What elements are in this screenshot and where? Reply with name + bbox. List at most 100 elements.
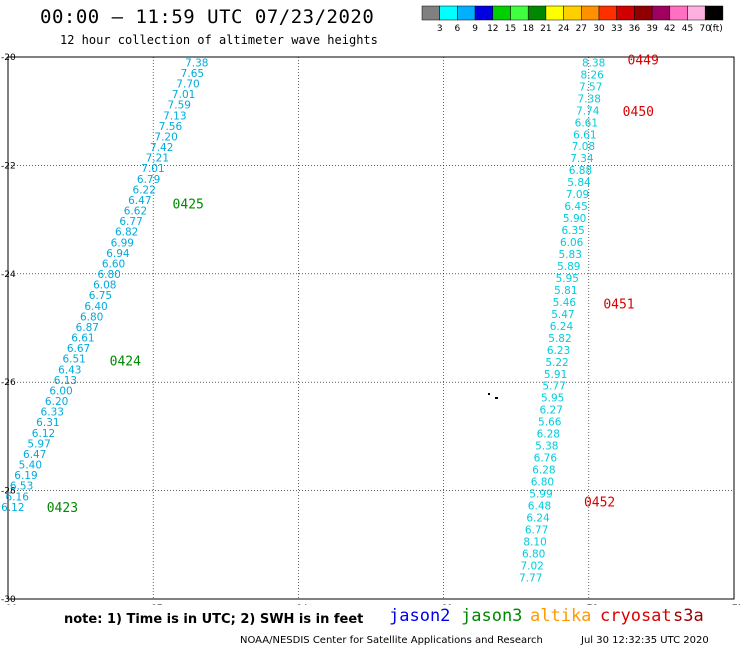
wave-height-value: 5.47 [551, 309, 574, 321]
wave-height-value: 8.38 [582, 57, 605, 69]
wave-height-value: 6.12 [1, 502, 24, 514]
wave-height-value: 6.23 [547, 345, 570, 357]
wave-height-value: 7.02 [520, 560, 543, 572]
longitude-tick-label: -90 [3, 604, 18, 605]
wave-height-value: 7.56 [159, 121, 183, 133]
wave-height-value: 6.75 [89, 290, 112, 302]
wave-height-value: 5.38 [535, 441, 558, 453]
wave-height-value: 6.20 [45, 396, 68, 408]
wave-height-value: 5.91 [544, 369, 567, 381]
wave-height-value: 7.21 [146, 153, 169, 165]
wave-height-value: 5.84 [567, 177, 591, 189]
wave-height-value: 6.31 [36, 417, 59, 429]
wave-height-value: 6.22 [133, 184, 156, 196]
pass-id-label: 0450 [623, 105, 654, 120]
wave-height-value: 6.99 [111, 237, 134, 249]
wave-height-value: 6.24 [526, 512, 550, 524]
wave-height-value: 7.09 [566, 189, 589, 201]
wave-height-value: 6.60 [102, 258, 125, 270]
pass-id-label: 0451 [603, 298, 634, 313]
wave-height-value: 7.01 [172, 89, 195, 101]
wave-height-value: 5.22 [545, 357, 568, 369]
wave-height-value: 6.00 [49, 385, 72, 397]
wave-height-value: 5.77 [542, 381, 565, 393]
wave-height-value: 5.83 [559, 249, 582, 261]
colorbar-tick-label: 30 [593, 24, 605, 34]
colorbar-tick-label: 24 [558, 24, 570, 34]
wave-height-value: 7.01 [141, 163, 164, 175]
wave-height-value: 7.74 [576, 105, 600, 117]
wave-height-value: 6.35 [561, 225, 584, 237]
timestamp: Jul 30 12:32:35 UTC 2020 [581, 635, 709, 646]
wave-height-value: 6.62 [124, 206, 147, 218]
wave-height-value: 6.43 [58, 364, 81, 376]
latitude-tick-label: -22 [1, 161, 16, 171]
wave-height-value: 5.46 [553, 297, 577, 309]
latitude-tick-label: -30 [1, 595, 16, 605]
wave-height-value: 6.80 [80, 311, 103, 323]
colorbar-tick-label: 18 [522, 24, 534, 34]
land-speck [488, 393, 498, 399]
wave-height-value: 5.66 [538, 417, 562, 429]
wave-height-value: 6.33 [41, 407, 64, 419]
wave-height-value: 6.28 [537, 429, 560, 441]
latitude-tick-label: -20 [1, 53, 16, 63]
wave-height-value: 6.13 [54, 375, 77, 387]
wave-height-value: 6.80 [522, 548, 545, 560]
wave-height-value: 5.97 [27, 438, 50, 450]
wave-height-value: 7.59 [168, 100, 191, 112]
legend-item-s3a: s3a [673, 606, 704, 626]
wave-height-value: 7.42 [150, 142, 173, 154]
wave-height-value: 6.24 [550, 321, 574, 333]
wave-height-value: 5.89 [557, 261, 580, 273]
wave-height-value: 6.87 [76, 322, 99, 334]
wave-height-value: 7.13 [163, 110, 186, 122]
wave-height-value: 6.82 [115, 227, 138, 239]
wave-height-value: 6.53 [10, 481, 33, 493]
map-plot: -90 -87 -84 -81 -78 -75 -20 -22 -24 -26 -28 -30 7.3… [1, 53, 740, 605]
page-title: 00:00 – 11:59 UTC 07/23/2020 [40, 6, 375, 28]
wave-height-value: 8.10 [523, 536, 546, 548]
wave-height-value: 7.70 [176, 79, 199, 91]
legend-item-jason3: jason3 [461, 606, 523, 626]
wave-height-value: 5.40 [19, 460, 42, 472]
wave-height-value: 7.57 [579, 81, 602, 93]
wave-height-value: 8.26 [580, 69, 604, 81]
colorbar-tick-label: 33 [611, 24, 622, 34]
wave-height-value: 6.79 [137, 174, 160, 186]
colorbar-tick-label: 36 [629, 24, 641, 34]
pass-id-label: 0425 [173, 197, 204, 212]
wave-height-value: 5.95 [556, 273, 579, 285]
wave-height-value: 7.38 [578, 93, 601, 105]
wave-height-value: 6.08 [93, 280, 116, 292]
colorbar-tick-label: 21 [540, 24, 551, 34]
wave-height-value: 6.61 [573, 129, 596, 141]
wave-height-value: 7.08 [572, 141, 595, 153]
wave-height-value: 5.95 [541, 393, 564, 405]
longitude-tick-label: -84 [293, 604, 308, 605]
latitude-tick-label: -24 [1, 270, 16, 280]
wave-height-value: 6.94 [106, 248, 130, 260]
pass-id-label: 0424 [110, 355, 141, 370]
colorbar-swatch [704, 5, 724, 21]
map-frame [7, 56, 735, 600]
colorbar-tick-label: 42 [664, 24, 675, 34]
wave-height-value: 6.48 [528, 500, 551, 512]
wave-height-value: 6.19 [14, 470, 37, 482]
wave-height-value: 6.06 [560, 237, 584, 249]
longitude-tick-label: -81 [438, 604, 453, 605]
wave-height-value: 6.12 [32, 428, 55, 440]
wave-height-value: 5.99 [529, 488, 552, 500]
legend-item-altika: altika [530, 606, 592, 626]
colorbar-tick-label: 45 [682, 24, 693, 34]
wave-height-value: 6.61 [71, 333, 94, 345]
longitude-tick-label: -78 [583, 604, 598, 605]
wave-height-value: 6.77 [525, 524, 548, 536]
longitude-tick-label: -75 [729, 604, 740, 605]
longitude-tick-label: -87 [148, 604, 163, 605]
wave-height-value: 6.67 [67, 343, 90, 355]
wave-height-value: 6.47 [23, 449, 46, 461]
colorbar: 3 6 9 12 15 18 21 24 27 30 33 36 39 42 45 70 (ft) [421, 5, 724, 34]
colorbar-tick-label: 15 [505, 24, 516, 34]
wave-height-value: 6.80 [531, 477, 554, 489]
